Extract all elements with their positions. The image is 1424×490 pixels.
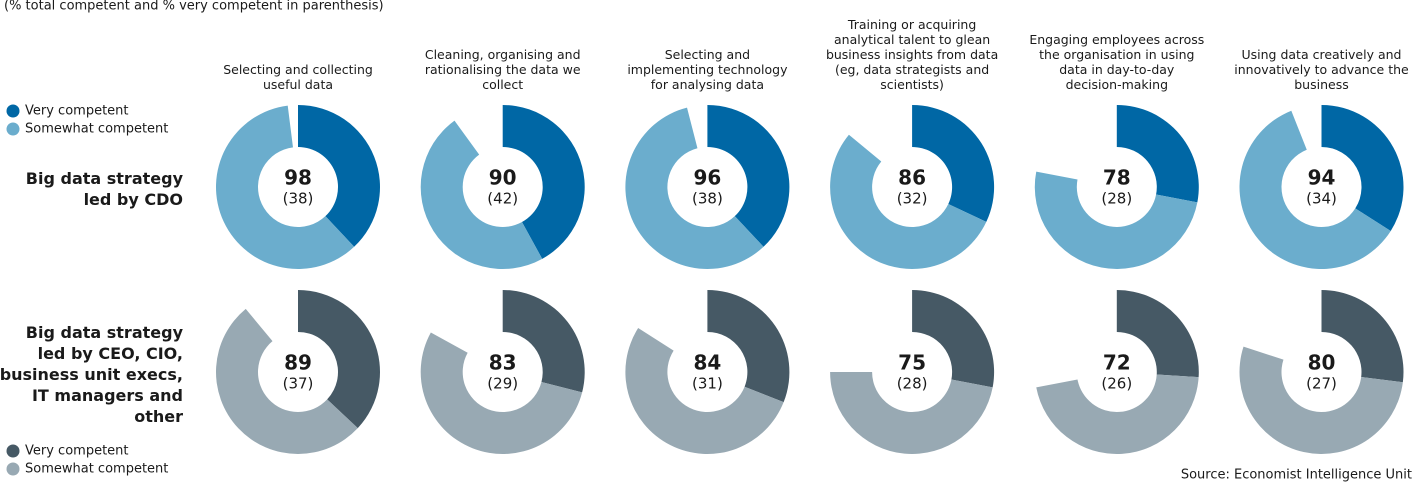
total-label: 94 [1308, 166, 1336, 190]
very-label: (32) [897, 190, 928, 208]
text-line: decision-making [1065, 77, 1169, 92]
very-label: (28) [1101, 190, 1132, 208]
very-label: (34) [1306, 190, 1337, 208]
text-line: Selecting and collecting [223, 62, 373, 77]
text-line: collect [482, 77, 524, 92]
very-label: (28) [897, 375, 928, 393]
very-label: (42) [487, 190, 518, 208]
column-header: Training or acquiring analytical talent t… [812, 17, 1012, 92]
total-label: 98 [284, 166, 312, 190]
total-label: 89 [284, 351, 312, 375]
somewhat-arc [830, 372, 993, 455]
column-header: Using data creatively and innovatively to… [1222, 47, 1422, 92]
legend-swatch [6, 462, 20, 476]
total-label: 75 [898, 351, 926, 375]
text-line: for analysing data [650, 77, 765, 92]
total-label: 80 [1308, 351, 1336, 375]
total-label: 84 [693, 351, 721, 375]
text-line: Training or acquiring [847, 17, 977, 32]
text-line: led by CEO, CIO, [37, 343, 183, 363]
total-label: 72 [1103, 351, 1131, 375]
total-label: 78 [1103, 166, 1131, 190]
very-arc [502, 105, 585, 259]
source: Source: Economist Intelligence Unit [1181, 468, 1412, 483]
legend-swatch [6, 444, 20, 458]
text-line: other [134, 406, 183, 426]
somewhat-arc [1239, 110, 1391, 270]
text-line: (eg, data strategists and [834, 62, 990, 77]
very-label: (38) [692, 190, 723, 208]
somewhat-arc [216, 105, 355, 269]
text-line: business insights from data [825, 47, 999, 62]
very-arc [912, 105, 995, 222]
somewhat-arc [216, 308, 358, 454]
subtitle: (% total competent and % very competent … [4, 0, 384, 14]
legend-swatch [6, 104, 20, 118]
legend-label: Very competent [25, 104, 129, 119]
somewhat-arc [625, 328, 784, 454]
very-arc [707, 105, 790, 247]
legend-label: Somewhat competent [25, 462, 168, 477]
text-line: the organisation in using [1039, 47, 1195, 62]
somewhat-arc [625, 107, 764, 270]
text-line: Selecting and [664, 47, 751, 62]
very-label: (37) [283, 375, 314, 393]
column-header: Engaging employees across the organisatio… [1017, 32, 1217, 92]
very-label: (29) [487, 375, 518, 393]
very-label: (31) [692, 375, 723, 393]
text-line: useful data [262, 77, 334, 92]
legend-label: Somewhat competent [25, 122, 168, 137]
text-line: rationalising the data we [424, 62, 581, 77]
very-arc [502, 290, 585, 393]
text-line: Big data strategy [25, 322, 183, 342]
somewhat-arc [1034, 171, 1198, 269]
row-label: Big data strategy led by CDO [0, 168, 183, 210]
column-header: Selecting and implementing technology for … [607, 47, 807, 92]
text-line: led by CDO [83, 190, 183, 209]
very-arc [707, 290, 790, 403]
legend-label: Very competent [25, 444, 129, 459]
somewhat-arc [1239, 346, 1403, 454]
text-line: implementing technology [627, 62, 788, 77]
text-line: Cleaning, organising and [424, 47, 581, 62]
column-header: Cleaning, organising and rationalising th… [403, 47, 603, 92]
text-line: innovatively to advance the [1234, 62, 1409, 77]
very-arc [1116, 105, 1199, 203]
very-arc [1321, 105, 1404, 231]
somewhat-arc [1036, 374, 1199, 455]
column-header: Selecting and collecting useful data [198, 62, 398, 92]
total-label: 83 [489, 351, 517, 375]
very-arc [912, 290, 995, 388]
total-label: 86 [898, 166, 926, 190]
text-line: analytical talent to glean [833, 32, 991, 47]
text-line: Using data creatively and [1241, 47, 1402, 62]
very-label: (26) [1101, 375, 1132, 393]
total-label: 90 [489, 166, 517, 190]
text-line: IT managers and [31, 385, 183, 405]
very-arc [1116, 290, 1199, 378]
total-label: 96 [693, 166, 721, 190]
very-arc [1321, 290, 1404, 383]
very-label: (38) [283, 190, 314, 208]
text-line: scientists) [880, 77, 944, 92]
somewhat-arc [830, 134, 987, 269]
text-line: Engaging employees across [1029, 32, 1205, 47]
text-line: business unit execs, [0, 364, 183, 384]
somewhat-arc [420, 120, 543, 269]
text-line: Big data strategy [25, 169, 183, 188]
very-arc [298, 105, 380, 247]
legend-swatch [6, 122, 20, 136]
row-label: Big data strategy led by CEO, CIO, busines… [0, 322, 183, 427]
very-arc [298, 290, 380, 429]
very-label: (27) [1306, 375, 1337, 393]
somewhat-arc [420, 332, 583, 454]
text-line: data in day-to-day [1059, 62, 1175, 77]
text-line: business [1294, 77, 1349, 92]
